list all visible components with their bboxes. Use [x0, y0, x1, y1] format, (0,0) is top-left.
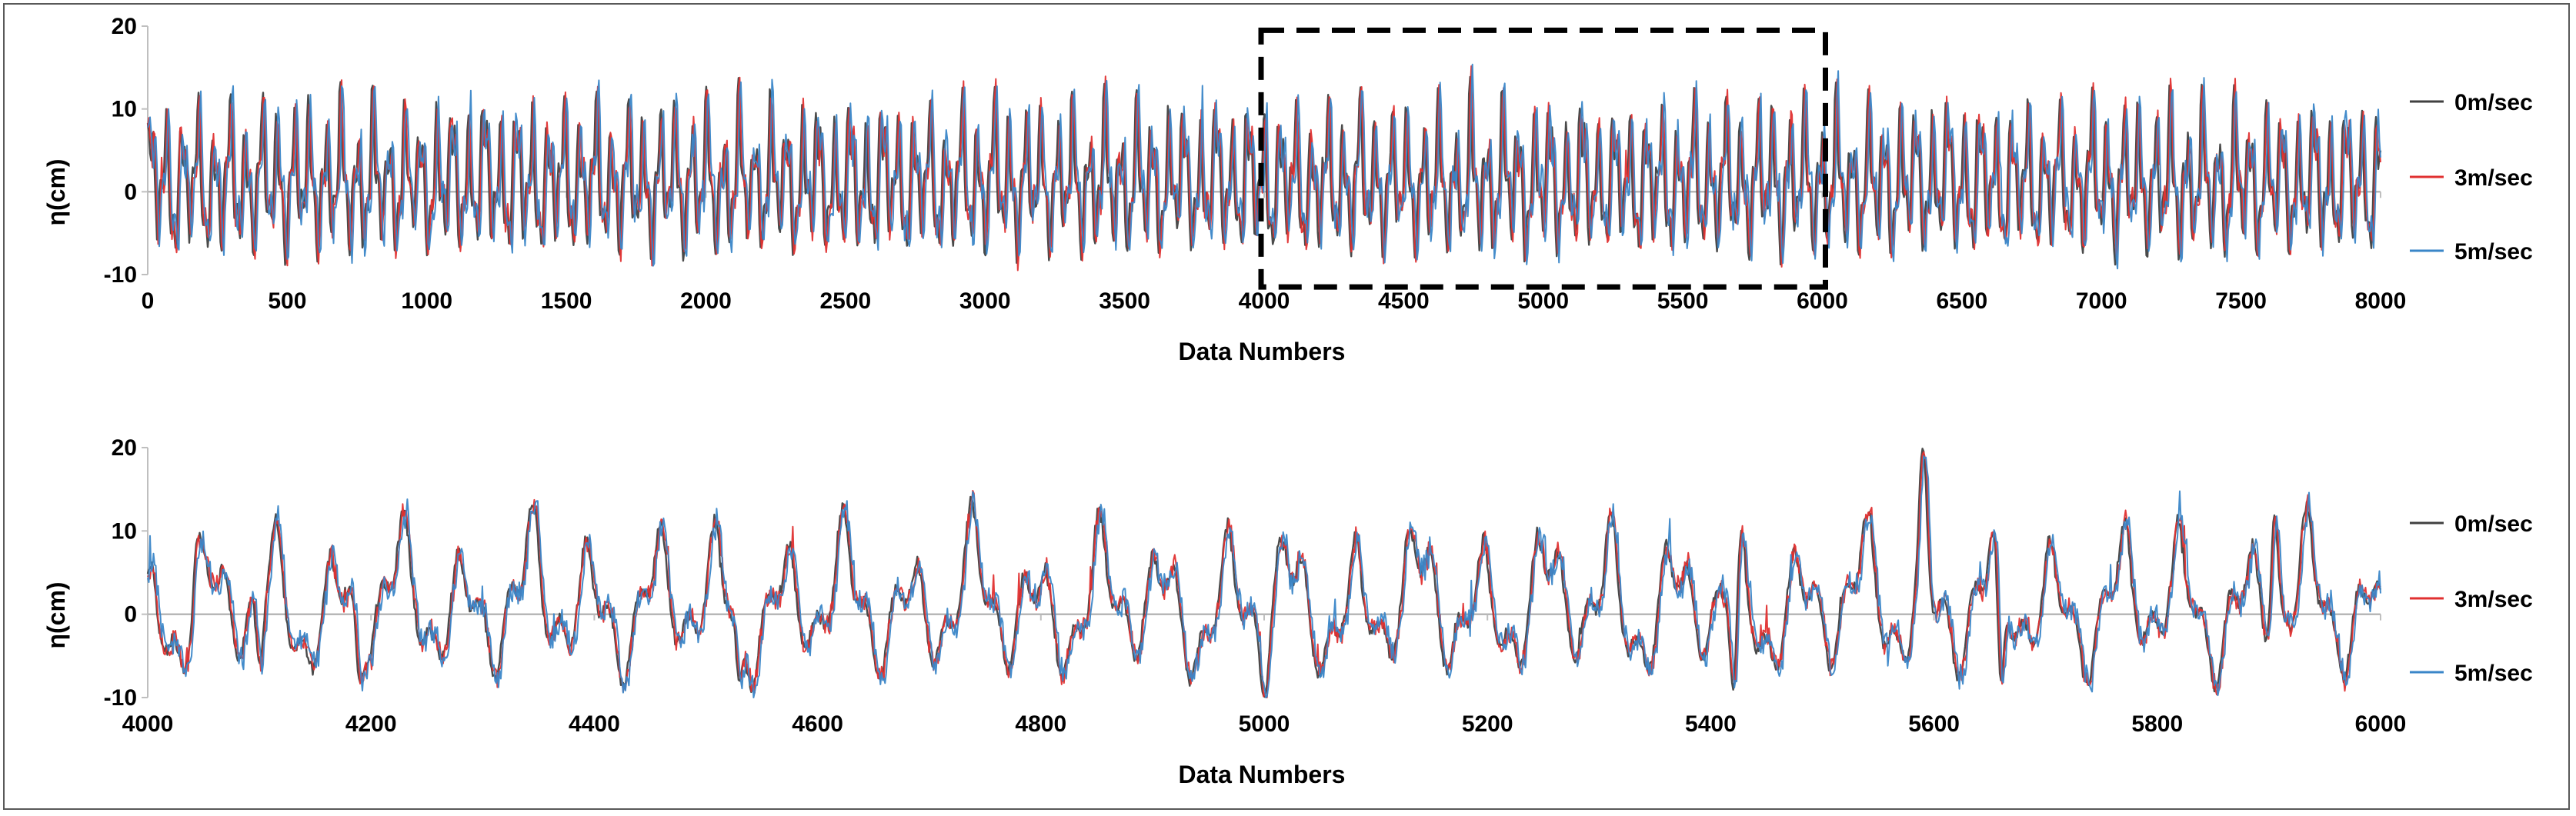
top-x-tick-label: 7000 [2076, 288, 2127, 314]
top-x-tick-label: 5000 [1517, 288, 1569, 314]
bottom-x-tick-label: 6000 [2355, 711, 2407, 737]
bottom-x-tick-label: 4200 [345, 711, 397, 737]
top-x-tick-label: 4000 [1239, 288, 1290, 314]
bottom-x-tick-label: 5000 [1239, 711, 1290, 737]
top-y-tick-label: -10 [104, 262, 137, 288]
top-highlight-box [1258, 27, 1828, 290]
bottom-x-tick-label: 4400 [569, 711, 620, 737]
figure-frame [3, 3, 2570, 810]
top-x-tick-label: 2000 [680, 288, 732, 314]
bottom-x-tick-label: 4000 [122, 711, 174, 737]
top-y-tick-label: 20 [112, 14, 137, 39]
top-legend-label: 3m/sec [2454, 165, 2533, 191]
top-series-3msec-line [147, 65, 2381, 271]
top-x-tick-label: 500 [268, 288, 306, 314]
bottom-legend-label: 5m/sec [2454, 661, 2533, 686]
bottom-legend-label: 0m/sec [2454, 511, 2533, 537]
top-x-tick-label: 3000 [959, 288, 1011, 314]
bottom-y-tick-label: -10 [104, 685, 137, 711]
top-x-tick-label: 1000 [401, 288, 452, 314]
bottom-y-tick-label: 20 [112, 435, 137, 461]
top-x-tick-label: 2500 [820, 288, 872, 314]
top-y-tick-label: 10 [112, 97, 137, 122]
bottom-y-axis-label: η(cm) [42, 581, 70, 648]
top-y-axis-label: η(cm) [42, 158, 70, 225]
top-x-tick-label: 8000 [2355, 288, 2407, 314]
bottom-legend-label: 3m/sec [2454, 587, 2533, 612]
bottom-x-tick-label: 5800 [2131, 711, 2183, 737]
bottom-y-tick-label: 0 [124, 602, 137, 628]
top-series-5msec-line [147, 63, 2381, 270]
bottom-chart: η(cm) Data Numbers -10 0 10 20 4000 4200 4400 4… [42, 435, 2533, 788]
top-x-tick-label: 1500 [541, 288, 592, 314]
bottom-x-tick-label: 5600 [1908, 711, 1960, 737]
top-legend-label: 0m/sec [2454, 90, 2533, 115]
top-legend-label: 5m/sec [2454, 239, 2533, 265]
top-x-tick-label: 6000 [1797, 288, 1848, 314]
bottom-x-tick-label: 5200 [1462, 711, 1513, 737]
top-y-tick-label: 0 [124, 179, 137, 205]
bottom-x-axis-label: Data Numbers [1179, 761, 1346, 788]
bottom-series-5msec-line [147, 455, 2381, 698]
top-x-tick-label: 5500 [1657, 288, 1709, 314]
bottom-y-tick-label: 10 [112, 518, 137, 544]
top-x-tick-label: 0 [142, 288, 155, 314]
bottom-x-tick-label: 5400 [1685, 711, 1737, 737]
top-x-tick-label: 3500 [1099, 288, 1150, 314]
top-x-tick-label: 7500 [2215, 288, 2267, 314]
bottom-x-tick-label: 4600 [792, 711, 843, 737]
top-x-tick-label: 6500 [1937, 288, 1988, 314]
top-x-tick-label: 4500 [1378, 288, 1430, 314]
bottom-x-tick-label: 4800 [1015, 711, 1066, 737]
top-x-axis-label: Data Numbers [1179, 338, 1346, 365]
